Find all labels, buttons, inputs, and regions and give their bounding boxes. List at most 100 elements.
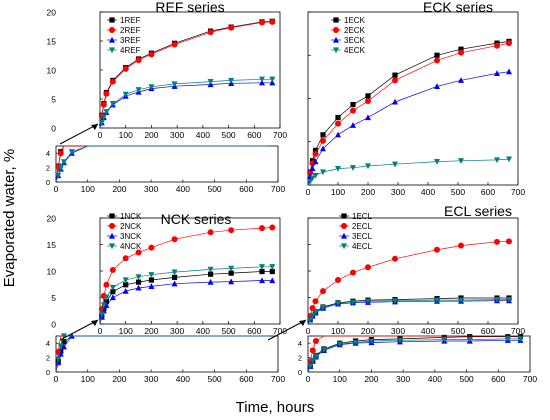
zoom-arrow-head [299,320,306,326]
series-line [99,82,273,129]
data-point [103,302,110,309]
data-point [312,172,319,179]
data-point [148,84,155,91]
series-line [55,335,269,373]
inset-y-tick-label: 2 [298,354,302,363]
data-point [312,147,319,153]
data-point [312,150,319,157]
legend-marker [109,47,115,54]
inset-x-tick-label: 700 [523,374,537,384]
data-point [103,299,110,305]
data-point [506,40,512,47]
y-tick-label: 20 [47,214,57,224]
data-point [259,76,265,83]
x-tick-label: 0 [306,326,311,336]
series-line [55,335,269,373]
data-point [57,343,64,350]
inset-x-tick-label: 600 [491,374,505,384]
x-tick-label: 500 [451,187,465,197]
data-point [103,109,110,115]
data-point [504,336,511,343]
data-point [320,145,326,152]
data-point [309,175,316,182]
data-point [148,283,155,289]
legend-label: 4ECK [344,46,366,55]
inset-y-tick-label: 4 [298,339,302,348]
x-tick-label: 100 [119,130,133,140]
data-point [434,83,440,89]
data-point [320,304,326,311]
data-point [350,107,356,114]
data-point [312,353,319,360]
data-point [109,284,116,291]
legend-label: 4REF [120,46,141,55]
data-point [103,90,110,97]
legend-marker [109,232,115,239]
data-point [312,309,319,316]
data-point [109,101,116,107]
inset-y-tick-label: 2 [46,164,50,173]
data-point [171,41,178,48]
legend-marker [333,36,339,43]
data-point [259,19,265,26]
series-line [55,145,269,183]
data-point [365,98,371,105]
x-tick-label: 100 [119,326,133,336]
data-point [365,93,371,99]
legend-label: 3NCK [120,232,142,241]
data-point [335,165,341,172]
x-tick-label: 700 [273,130,287,140]
data-point [365,114,371,121]
series-line [55,145,269,183]
data-point [350,165,356,171]
x-tick-label: 200 [144,326,158,336]
data-point [494,238,500,245]
data-point [109,78,116,85]
series-line [307,42,510,186]
x-tick-label: 0 [306,187,311,197]
data-point [269,76,276,83]
legend-marker [341,223,347,229]
data-point [269,224,276,231]
data-point [312,158,319,165]
x-tick-label: 700 [273,326,287,336]
x-tick-label: 300 [391,326,405,336]
x-tick-label: 400 [421,187,435,197]
data-point [396,337,403,344]
series-group [307,38,512,186]
data-point [392,77,398,84]
x-tick-label: 500 [221,130,235,140]
zoom-arrow [59,123,99,145]
data-point [55,172,62,179]
data-point [60,333,67,340]
inset: 0 100 200 300 400 500 600 700 0 2 4 [298,334,537,384]
x-tick-label: 600 [481,326,495,336]
data-point [320,169,326,176]
inset-x-tick-label: 0 [54,374,59,384]
series-line [55,145,269,183]
data-point [320,132,326,138]
legend-label: 1REF [120,16,141,25]
legend-marker [109,223,115,229]
data-point [123,282,129,288]
data-point [171,236,178,243]
x-tick-label: 600 [247,130,261,140]
data-point [335,277,341,284]
x-tick-label: 700 [511,187,525,197]
x-axis-label: Time, hours [236,399,315,416]
data-point [259,225,265,232]
data-point [57,165,64,172]
panel: ECK series 0 100 200 300 400 500 600 700 1ECK2ECK… [306,0,526,197]
data-point [517,336,524,343]
data-point [312,338,319,345]
legend-marker [109,213,115,219]
data-point [207,271,214,277]
data-point [60,343,67,350]
data-point [207,266,214,273]
data-point [259,268,265,275]
inset-x-tick-label: 400 [176,374,190,384]
legend-marker [333,47,339,54]
data-point [269,264,276,270]
